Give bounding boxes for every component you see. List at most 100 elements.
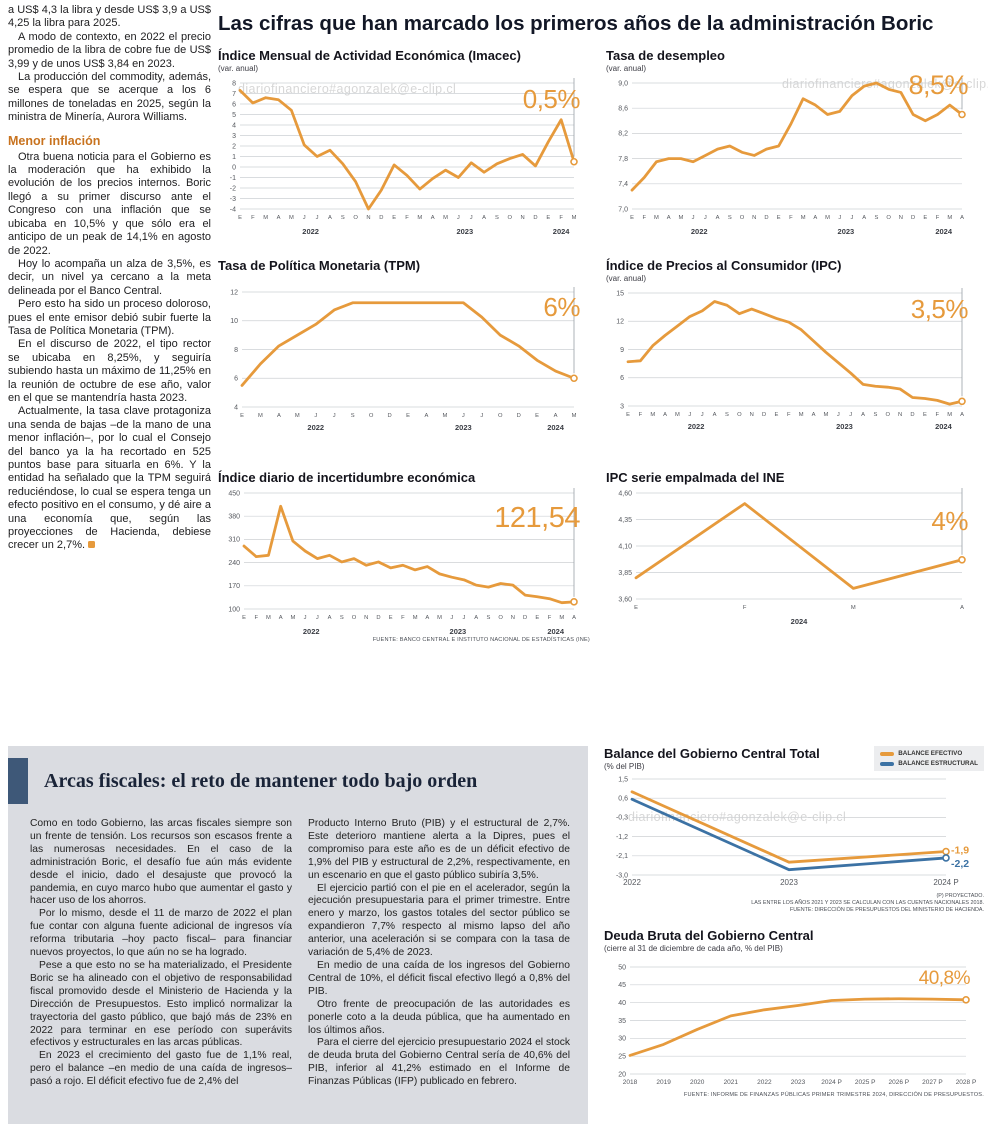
svg-text:2024: 2024 bbox=[547, 423, 565, 432]
legend-swatch-estructural bbox=[880, 761, 895, 766]
svg-text:N: N bbox=[366, 215, 370, 221]
chart-balance-gobierno-central: Balance del Gobierno Central Total (% de… bbox=[604, 746, 984, 914]
chart-title: Índice diario de incertidumbre económica bbox=[218, 470, 476, 485]
svg-text:O: O bbox=[886, 215, 891, 221]
svg-text:M: M bbox=[437, 615, 442, 621]
svg-text:S: S bbox=[725, 412, 729, 418]
svg-text:A: A bbox=[431, 215, 435, 221]
svg-text:D: D bbox=[376, 615, 380, 621]
chart-ipc: Índice de Precios al Consumidor (IPC) (v… bbox=[606, 258, 978, 431]
chart-ipc-empalmada: IPC serie empalmada del INE 4% 4,60 4,35 4… bbox=[606, 470, 978, 626]
svg-text:M: M bbox=[947, 412, 952, 418]
chart-highlight-value: 40,8% bbox=[918, 968, 971, 989]
svg-text:A: A bbox=[279, 615, 283, 621]
svg-text:J: J bbox=[704, 215, 707, 221]
article-section-heading: Menor inflación bbox=[8, 133, 101, 148]
svg-text:A: A bbox=[716, 215, 720, 221]
svg-text:A: A bbox=[425, 413, 429, 419]
chart-highlight-value: 3,5% bbox=[910, 294, 969, 324]
chart-highlight-value: 121,54 bbox=[494, 502, 580, 534]
article-paragraph: Pero esto ha sido un proceso doloroso, p… bbox=[8, 298, 211, 337]
svg-text:M: M bbox=[572, 413, 577, 419]
svg-text:A: A bbox=[960, 605, 964, 611]
svg-text:M: M bbox=[678, 215, 683, 221]
article-end-icon bbox=[88, 541, 96, 549]
fiscal-text-columns: Como en todo Gobierno, las arcas fiscale… bbox=[8, 804, 588, 1089]
article-paragraph: Otra buena noticia para el Gobierno es l… bbox=[8, 150, 211, 257]
svg-text:2023: 2023 bbox=[791, 1079, 806, 1086]
svg-text:2024 P: 2024 P bbox=[821, 1079, 842, 1086]
svg-text:450: 450 bbox=[228, 490, 240, 497]
chart-incertidumbre: Índice diario de incertidumbre económica… bbox=[218, 470, 590, 643]
svg-text:N: N bbox=[521, 215, 525, 221]
svg-text:35: 35 bbox=[618, 1018, 626, 1025]
chart-subtitle: (var. anual) bbox=[606, 64, 647, 73]
legend-item-estructural: BALANCE ESTRUCTURAL bbox=[880, 760, 978, 767]
svg-text:F: F bbox=[743, 605, 747, 611]
svg-text:E: E bbox=[923, 215, 927, 221]
article-paragraph: A modo de contexto, en 2022 el precio pr… bbox=[8, 30, 211, 70]
svg-text:M: M bbox=[675, 412, 680, 418]
chart-source: FUENTE: INFORME DE FINANZAS PÚBLICAS PRI… bbox=[683, 1092, 984, 1098]
accent-bar bbox=[8, 758, 28, 804]
svg-text:2: 2 bbox=[232, 143, 236, 150]
svg-text:M: M bbox=[413, 615, 418, 621]
svg-text:-1,2: -1,2 bbox=[616, 834, 628, 841]
svg-text:E: E bbox=[238, 215, 242, 221]
svg-text:O: O bbox=[737, 412, 742, 418]
chart-subtitle: (var. anual) bbox=[218, 64, 259, 73]
svg-text:A: A bbox=[861, 412, 865, 418]
svg-text:2018: 2018 bbox=[623, 1079, 638, 1086]
svg-text:4: 4 bbox=[232, 122, 236, 129]
article-paragraph: a US$ 4,3 la libra y desde US$ 3,9 a US$… bbox=[8, 4, 211, 30]
svg-text:A: A bbox=[277, 215, 281, 221]
svg-text:F: F bbox=[642, 215, 646, 221]
svg-text:1: 1 bbox=[232, 154, 236, 161]
svg-text:2020: 2020 bbox=[690, 1079, 705, 1086]
article-paragraph: El ejercicio partió con el pie en el ace… bbox=[308, 882, 570, 959]
chart-desempleo: Tasa de desempleo (var. anual) 8,5% 9,0 8… bbox=[606, 48, 978, 236]
svg-text:-1,9: -1,9 bbox=[951, 845, 969, 857]
svg-text:F: F bbox=[251, 215, 255, 221]
svg-text:5: 5 bbox=[232, 112, 236, 119]
chart-title: Índice de Precios al Consumidor (IPC) bbox=[606, 258, 842, 273]
svg-text:F: F bbox=[548, 615, 552, 621]
svg-text:2024: 2024 bbox=[935, 422, 953, 431]
svg-text:E: E bbox=[923, 412, 927, 418]
svg-text:F: F bbox=[401, 615, 405, 621]
svg-text:6: 6 bbox=[620, 375, 624, 382]
svg-text:E: E bbox=[634, 605, 638, 611]
svg-text:D: D bbox=[517, 413, 521, 419]
svg-text:M: M bbox=[289, 215, 294, 221]
svg-text:F: F bbox=[639, 412, 643, 418]
svg-text:8,2: 8,2 bbox=[618, 131, 628, 138]
svg-text:10: 10 bbox=[230, 318, 238, 325]
svg-text:3,60: 3,60 bbox=[618, 596, 632, 603]
article-body: Otra buena noticia para el Gobierno es l… bbox=[8, 151, 211, 553]
svg-text:45: 45 bbox=[618, 982, 626, 989]
footnote-line: LAS ENTRE LOS AÑOS 2021 Y 2023 SE CALCUL… bbox=[751, 900, 984, 906]
svg-text:N: N bbox=[752, 215, 756, 221]
left-article-column: a US$ 4,3 la libra y desde US$ 3,9 a US$… bbox=[8, 4, 211, 714]
svg-text:A: A bbox=[960, 215, 964, 221]
svg-text:M: M bbox=[442, 413, 447, 419]
svg-text:E: E bbox=[406, 413, 410, 419]
svg-text:J: J bbox=[450, 615, 453, 621]
svg-text:M: M bbox=[443, 215, 448, 221]
svg-text:A: A bbox=[813, 215, 817, 221]
svg-text:F: F bbox=[787, 412, 791, 418]
svg-text:O: O bbox=[352, 615, 357, 621]
svg-text:100: 100 bbox=[228, 606, 240, 613]
chart-deuda-bruta: Deuda Bruta del Gobierno Central (cierre… bbox=[604, 928, 984, 1098]
svg-text:D: D bbox=[911, 215, 915, 221]
svg-text:30: 30 bbox=[618, 1036, 626, 1043]
svg-text:S: S bbox=[351, 413, 355, 419]
svg-text:N: N bbox=[750, 412, 754, 418]
svg-text:J: J bbox=[849, 412, 852, 418]
svg-text:25: 25 bbox=[618, 1053, 626, 1060]
svg-text:A: A bbox=[328, 215, 332, 221]
svg-text:2026 P: 2026 P bbox=[888, 1079, 909, 1086]
svg-text:N: N bbox=[364, 615, 368, 621]
svg-text:D: D bbox=[910, 412, 914, 418]
